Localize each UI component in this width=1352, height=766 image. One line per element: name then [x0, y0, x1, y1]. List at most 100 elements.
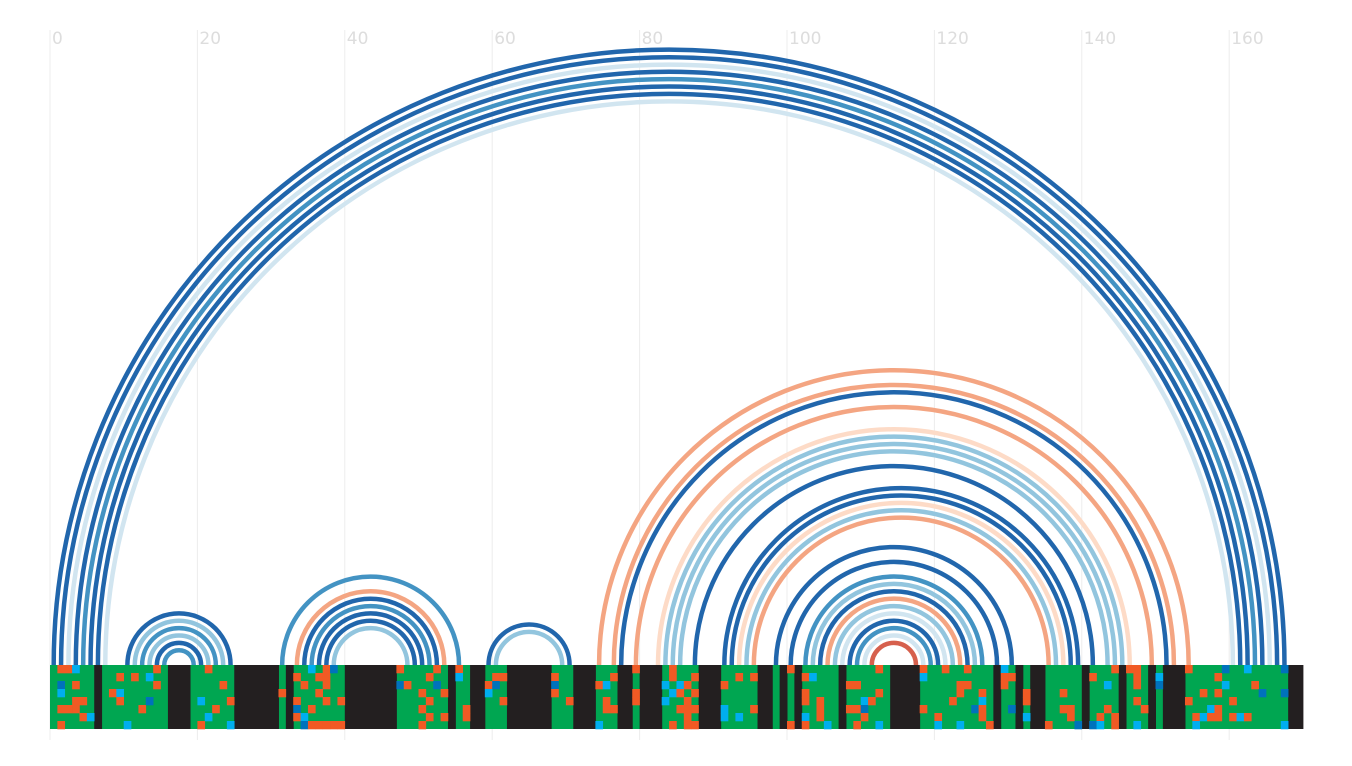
- track-cell-1-2: [57, 681, 66, 690]
- track-cell-1-0: [57, 665, 66, 674]
- track-cell-23-2: [219, 681, 228, 690]
- track-cell-84-7: [669, 721, 677, 730]
- track-cell-56-5: [462, 705, 471, 714]
- track-cell-1-3: [57, 689, 66, 698]
- arc-11-23: [132, 618, 226, 666]
- track-cell-85-2: [676, 681, 685, 690]
- track-cell-36-7: [315, 721, 323, 730]
- arc-98-130: [773, 545, 1015, 666]
- track-cell-108-5: [845, 705, 854, 714]
- track-cell-59-3: [484, 689, 493, 698]
- arc-102-126: [803, 574, 985, 666]
- arc-0-167: [54, 50, 1285, 665]
- track-cell-3-2: [72, 681, 80, 690]
- track-cell-102-7: [801, 721, 810, 730]
- track-cell-75-2: [602, 681, 611, 690]
- arc-105-123: [825, 596, 963, 666]
- arc-4-163: [83, 79, 1255, 665]
- track-cell-157-5: [1207, 705, 1215, 714]
- track-cell-155-7: [1192, 721, 1201, 730]
- track-cell-130-5: [1008, 705, 1016, 714]
- track-cell-132-3: [1022, 689, 1031, 698]
- track-cell-147-1: [1133, 673, 1142, 682]
- track-cell-37-0: [322, 665, 331, 674]
- track-cell-108-2: [845, 681, 854, 690]
- track-cell-14-2: [153, 681, 161, 690]
- track-cell-120-7: [934, 721, 943, 730]
- arc-95-135: [751, 515, 1051, 666]
- track-cell-14-0: [153, 665, 161, 674]
- track-cell-37-7: [322, 721, 331, 730]
- track-cell-154-0: [1184, 665, 1193, 674]
- track-cell-38-0: [330, 665, 338, 674]
- track-cell-111-4: [868, 697, 876, 706]
- track-cell-85-5: [676, 705, 685, 714]
- track-cell-33-5: [293, 705, 301, 714]
- unpaired-segment-54: [447, 665, 456, 729]
- track-cell-91-2: [720, 681, 729, 690]
- track-cell-53-6: [440, 713, 449, 722]
- track-cell-51-4: [425, 697, 434, 706]
- track-cell-52-0: [433, 665, 441, 674]
- track-cell-34-6: [300, 713, 309, 722]
- unpaired-segment-99: [779, 665, 788, 729]
- track-cell-47-0: [396, 665, 405, 674]
- track-cell-157-6: [1207, 713, 1215, 722]
- track-cell-103-1: [809, 673, 817, 682]
- track-cell-105-7: [823, 721, 832, 730]
- arc-6-161: [95, 91, 1243, 666]
- track-cell-60-2: [492, 681, 500, 690]
- track-cell-33-1: [293, 673, 301, 682]
- track-cell-109-7: [853, 721, 861, 730]
- track-cell-34-2: [300, 681, 309, 690]
- track-cell-87-5: [691, 705, 699, 714]
- track-cell-74-2: [595, 681, 604, 690]
- track-cell-148-5: [1140, 705, 1149, 714]
- x-tick-label-140: 140: [1084, 29, 1116, 49]
- arc-34-52: [302, 596, 440, 666]
- track-cell-8-3: [108, 689, 117, 698]
- track-cell-86-4: [683, 697, 692, 706]
- unpaired-segment-168: [1288, 665, 1304, 729]
- arc-84-144: [670, 442, 1118, 666]
- track-cell-3-5: [72, 705, 80, 714]
- track-cell-83-2: [661, 681, 670, 690]
- arc-7-160: [103, 98, 1236, 666]
- track-cell-75-5: [602, 705, 611, 714]
- unpaired-segment-71: [573, 665, 596, 729]
- track-cell-3-0: [72, 665, 80, 674]
- track-cell-47-2: [396, 681, 405, 690]
- track-cell-13-4: [145, 697, 154, 706]
- arc-100-128: [788, 559, 1000, 666]
- track-cell-102-6: [801, 713, 810, 722]
- track-cell-147-2: [1133, 681, 1142, 690]
- arc-13-21: [147, 633, 211, 666]
- track-cell-147-0: [1133, 665, 1142, 674]
- unpaired-segment-149: [1148, 665, 1156, 729]
- track-cell-76-1: [610, 673, 618, 682]
- x-tick-label-40: 40: [347, 29, 369, 49]
- track-cell-22-5: [212, 705, 220, 714]
- track-cell-86-2: [683, 681, 692, 690]
- track-cell-104-5: [816, 705, 825, 714]
- track-cell-74-7: [595, 721, 604, 730]
- unpaired-segment-25: [234, 665, 279, 729]
- track-cell-20-7: [197, 721, 206, 730]
- track-cell-68-2: [551, 681, 559, 690]
- track-cell-144-0: [1111, 665, 1119, 674]
- track-cell-3-4: [72, 697, 80, 706]
- arc-77-151: [618, 390, 1169, 666]
- track-cell-35-7: [307, 721, 316, 730]
- track-cell-37-4: [322, 697, 331, 706]
- track-cell-24-4: [226, 697, 235, 706]
- track-cell-118-0: [919, 665, 928, 674]
- arc-12-22: [139, 625, 219, 666]
- track-cell-85-3: [676, 689, 685, 698]
- arc-109-119: [854, 625, 933, 666]
- track-cell-4-6: [79, 713, 88, 722]
- arc-35-51: [309, 603, 432, 666]
- arc-107-121: [840, 611, 948, 666]
- track-cell-127-7: [985, 721, 994, 730]
- track-cell-36-3: [315, 689, 323, 698]
- sequence-track: [50, 665, 1304, 730]
